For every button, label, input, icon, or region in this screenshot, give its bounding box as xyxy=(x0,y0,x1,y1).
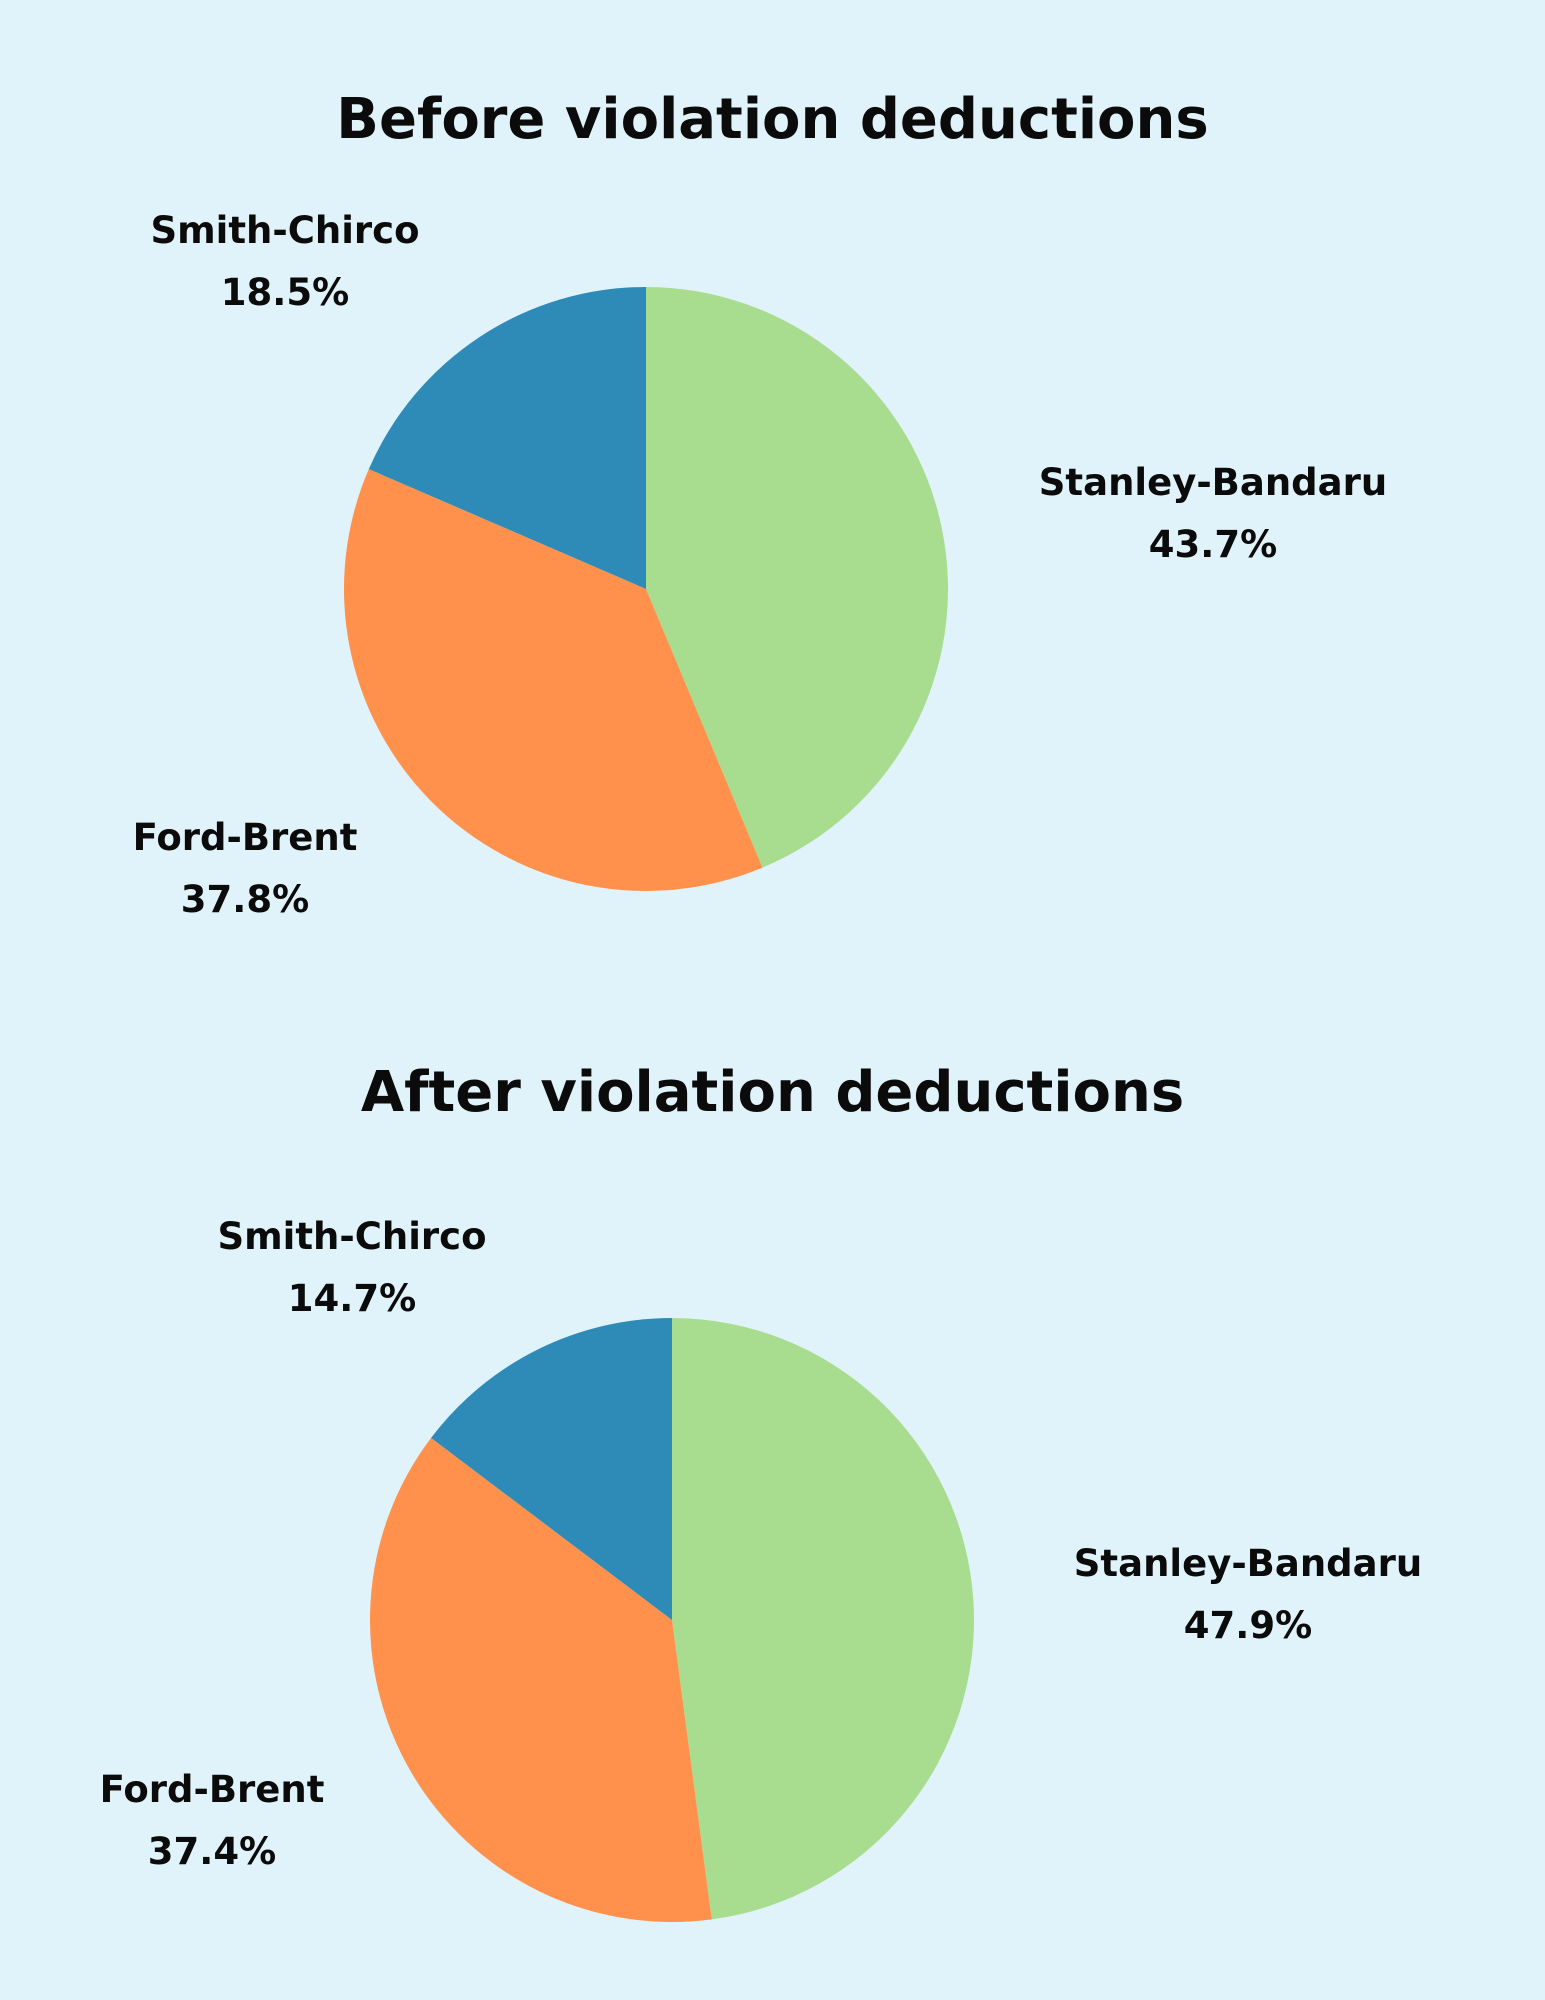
label-stanley-bandaru-after: Stanley-Bandaru 47.9% xyxy=(1074,1533,1422,1657)
slice-value: 47.9% xyxy=(1183,1604,1313,1647)
pie-slice-smith-chirco xyxy=(368,287,646,589)
label-smith-chirco-before: Smith-Chirco 18.5% xyxy=(150,200,419,324)
pie-slice-smith-chirco xyxy=(431,1318,672,1620)
pie-slice-stanley-bandaru xyxy=(646,287,948,868)
slice-value: 18.5% xyxy=(220,271,350,314)
label-ford-brent-before: Ford-Brent 37.8% xyxy=(133,807,358,931)
slice-name: Smith-Chirco xyxy=(217,1215,487,1258)
slice-value: 37.8% xyxy=(180,878,310,921)
chart-title-after: After violation deductions xyxy=(360,1060,1185,1125)
slice-name: Smith-Chirco xyxy=(150,209,420,252)
slice-value: 14.7% xyxy=(287,1277,417,1320)
label-stanley-bandaru-before: Stanley-Bandaru 43.7% xyxy=(1039,452,1387,576)
slice-name: Ford-Brent xyxy=(99,1768,325,1811)
chart-title-before: Before violation deductions xyxy=(336,87,1209,152)
pie-slice-stanley-bandaru xyxy=(672,1318,975,1920)
pie-slice-ford-brent xyxy=(344,469,763,891)
slice-value: 37.4% xyxy=(147,1830,277,1873)
label-ford-brent-after: Ford-Brent 37.4% xyxy=(100,1759,325,1883)
pie-slice-ford-brent xyxy=(369,1437,712,1922)
slice-name: Ford-Brent xyxy=(132,816,358,859)
label-smith-chirco-after: Smith-Chirco 14.7% xyxy=(217,1206,486,1330)
slice-value: 43.7% xyxy=(1148,523,1278,566)
slice-name: Stanley-Bandaru xyxy=(1073,1542,1423,1585)
slice-name: Stanley-Bandaru xyxy=(1038,461,1388,504)
